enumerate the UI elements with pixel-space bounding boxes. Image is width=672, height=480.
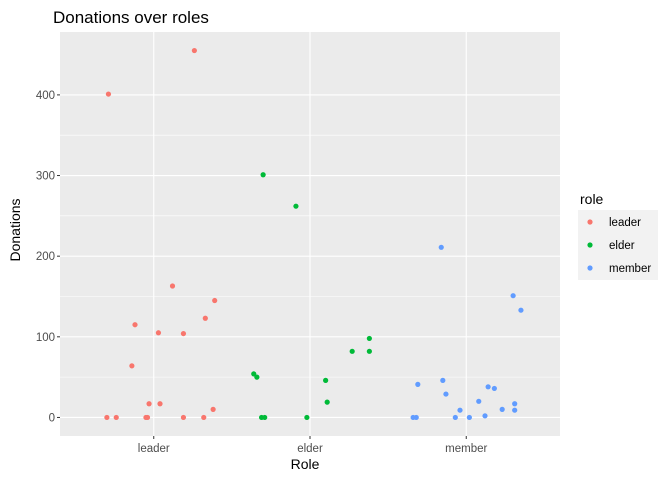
data-point-member (438, 244, 444, 250)
data-point-elder (260, 172, 266, 178)
data-point-leader (129, 363, 135, 369)
data-point-member (512, 407, 518, 413)
x-tick-label: leader (138, 443, 170, 455)
legend-label-elder: elder (609, 240, 635, 252)
data-point-elder (323, 377, 329, 383)
data-point-member (413, 414, 419, 421)
data-point-leader (180, 330, 187, 337)
data-point-member (482, 413, 488, 419)
data-point-member (491, 385, 497, 392)
data-point-leader (180, 414, 187, 421)
data-point-leader (191, 47, 197, 54)
data-point-elder (366, 348, 372, 354)
data-point-elder (262, 414, 268, 421)
y-tick-label: 400 (36, 90, 55, 102)
x-tick-label: member (445, 443, 487, 455)
data-point-member (512, 401, 518, 407)
data-point-elder (324, 399, 330, 405)
data-point-elder (304, 414, 310, 421)
legend-marker-member (587, 265, 593, 271)
legend-marker-leader (587, 219, 593, 225)
data-point-leader (146, 401, 152, 407)
data-point-member (466, 414, 472, 421)
data-point-leader (113, 414, 119, 421)
data-point-leader (202, 315, 208, 321)
y-tick-label: 100 (36, 332, 55, 344)
data-point-leader (105, 91, 112, 97)
data-point-member (476, 398, 482, 404)
legend-label-leader: leader (609, 217, 641, 229)
y-tick-label: 200 (36, 251, 55, 263)
data-point-member (518, 307, 524, 313)
data-point-leader (155, 330, 162, 336)
data-point-elder (349, 348, 355, 354)
data-point-leader (157, 401, 163, 407)
data-point-member (415, 381, 421, 387)
data-point-leader (104, 414, 110, 421)
data-point-leader (212, 297, 218, 304)
data-point-member (440, 377, 446, 383)
chart-title: Donations over roles (53, 8, 209, 27)
data-point-elder (293, 203, 299, 209)
data-point-member (443, 391, 449, 397)
data-point-member (485, 384, 491, 390)
data-point-member (510, 293, 516, 299)
major-gridlines (60, 32, 560, 436)
legend-marker-elder (587, 242, 593, 248)
data-point-leader (201, 414, 207, 421)
data-point-elder (366, 335, 372, 342)
data-point-member (499, 406, 505, 412)
y-axis: 0 100 200 300 400 (36, 90, 60, 424)
data-point-elder (251, 371, 257, 377)
data-point-leader (210, 406, 216, 412)
legend-label-member: member (609, 263, 651, 275)
y-tick-label: 0 (49, 412, 55, 424)
x-axis-title: Role (291, 456, 320, 472)
data-point-member (457, 407, 463, 413)
legend-title: role (580, 191, 604, 207)
data-points (104, 47, 524, 421)
data-point-leader (169, 283, 176, 289)
data-point-elder (254, 374, 260, 380)
y-axis-title: Donations (7, 198, 23, 261)
data-point-member (452, 414, 458, 421)
x-axis: leader elder member (138, 436, 488, 455)
data-point-leader (132, 322, 138, 328)
legend: role leader elder member (578, 191, 658, 280)
y-tick-label: 300 (36, 171, 55, 183)
x-tick-label: elder (297, 443, 323, 455)
data-point-leader (144, 414, 151, 421)
